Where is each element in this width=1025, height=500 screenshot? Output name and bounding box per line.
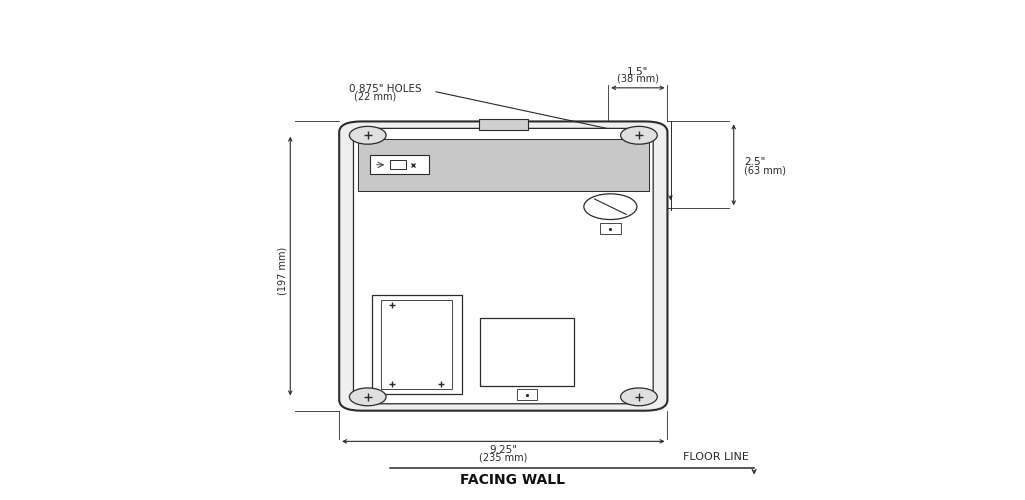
Text: (235 mm): (235 mm) — [479, 452, 528, 462]
Circle shape — [620, 126, 657, 144]
Bar — [370, 156, 428, 174]
Text: 0.875" HOLES: 0.875" HOLES — [350, 84, 422, 94]
Bar — [391, 160, 407, 170]
Circle shape — [584, 194, 637, 220]
Bar — [517, 390, 537, 400]
Bar — [480, 318, 574, 386]
Circle shape — [350, 126, 386, 144]
Circle shape — [350, 388, 386, 406]
Text: FACING WALL: FACING WALL — [460, 473, 565, 487]
Bar — [358, 139, 649, 191]
Text: 7.75": 7.75" — [277, 248, 287, 276]
Text: (197 mm): (197 mm) — [277, 247, 287, 295]
FancyBboxPatch shape — [354, 128, 653, 404]
Text: 1.5": 1.5" — [627, 67, 649, 77]
Text: FLOOR LINE: FLOOR LINE — [683, 452, 749, 462]
Circle shape — [620, 388, 657, 406]
Text: (38 mm): (38 mm) — [617, 74, 659, 84]
Text: (22 mm): (22 mm) — [355, 92, 397, 102]
Bar — [381, 300, 452, 389]
Text: 9.25": 9.25" — [489, 446, 518, 456]
Bar — [601, 224, 620, 234]
Bar — [479, 120, 528, 130]
FancyBboxPatch shape — [339, 122, 667, 410]
Text: (63 mm): (63 mm) — [744, 166, 786, 176]
Bar — [372, 295, 461, 394]
Text: 2.5": 2.5" — [744, 158, 766, 168]
